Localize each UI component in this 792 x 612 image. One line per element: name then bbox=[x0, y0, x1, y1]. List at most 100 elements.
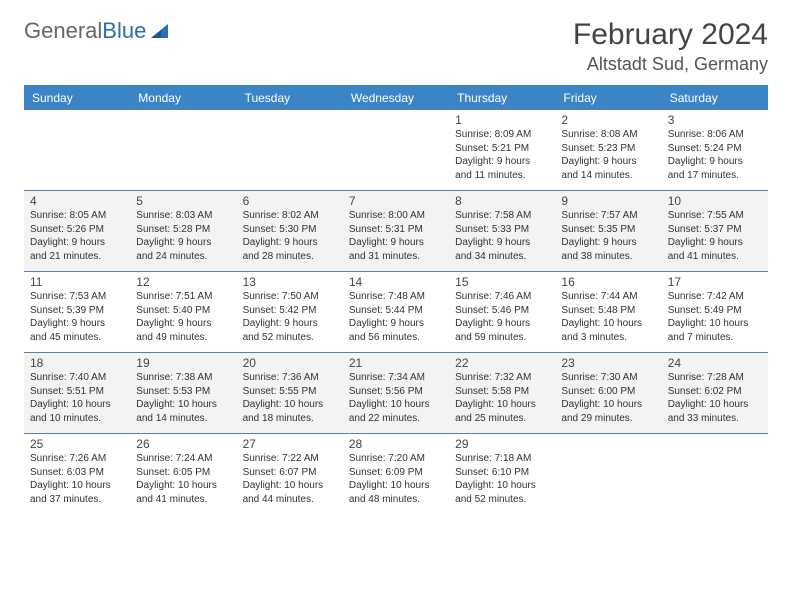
day-cell: 23Sunrise: 7:30 AMSunset: 6:00 PMDayligh… bbox=[555, 353, 661, 433]
day-info: Sunrise: 7:48 AMSunset: 5:44 PMDaylight:… bbox=[349, 290, 443, 344]
day-number: 8 bbox=[455, 194, 549, 208]
logo-text: GeneralBlue bbox=[24, 18, 146, 44]
sunrise-text: Sunrise: 7:58 AM bbox=[455, 209, 549, 223]
day-header: Friday bbox=[555, 87, 661, 109]
day-cell: 16Sunrise: 7:44 AMSunset: 5:48 PMDayligh… bbox=[555, 272, 661, 352]
day-number: 29 bbox=[455, 437, 549, 451]
day-number: 10 bbox=[668, 194, 762, 208]
sunrise-text: Sunrise: 7:55 AM bbox=[668, 209, 762, 223]
day-info: Sunrise: 7:22 AMSunset: 6:07 PMDaylight:… bbox=[243, 452, 337, 506]
sunrise-text: Sunrise: 7:32 AM bbox=[455, 371, 549, 385]
day-info: Sunrise: 8:02 AMSunset: 5:30 PMDaylight:… bbox=[243, 209, 337, 263]
sunset-text: Sunset: 5:56 PM bbox=[349, 385, 443, 399]
sunrise-text: Sunrise: 7:48 AM bbox=[349, 290, 443, 304]
sunset-text: Sunset: 5:24 PM bbox=[668, 142, 762, 156]
day-number: 18 bbox=[30, 356, 124, 370]
day-header: Monday bbox=[130, 87, 236, 109]
sunrise-text: Sunrise: 8:03 AM bbox=[136, 209, 230, 223]
day-cell: 11Sunrise: 7:53 AMSunset: 5:39 PMDayligh… bbox=[24, 272, 130, 352]
day-cell bbox=[130, 110, 236, 190]
day-cell: 26Sunrise: 7:24 AMSunset: 6:05 PMDayligh… bbox=[130, 434, 236, 514]
day-number: 19 bbox=[136, 356, 230, 370]
sunset-text: Sunset: 5:46 PM bbox=[455, 304, 549, 318]
daylight-text: Daylight: 10 hours and 18 minutes. bbox=[243, 398, 337, 425]
sunset-text: Sunset: 5:21 PM bbox=[455, 142, 549, 156]
daylight-text: Daylight: 10 hours and 14 minutes. bbox=[136, 398, 230, 425]
day-cell: 14Sunrise: 7:48 AMSunset: 5:44 PMDayligh… bbox=[343, 272, 449, 352]
day-cell: 19Sunrise: 7:38 AMSunset: 5:53 PMDayligh… bbox=[130, 353, 236, 433]
day-cell: 22Sunrise: 7:32 AMSunset: 5:58 PMDayligh… bbox=[449, 353, 555, 433]
weeks-container: 1Sunrise: 8:09 AMSunset: 5:21 PMDaylight… bbox=[24, 109, 768, 514]
daylight-text: Daylight: 9 hours and 49 minutes. bbox=[136, 317, 230, 344]
sunrise-text: Sunrise: 7:42 AM bbox=[668, 290, 762, 304]
day-info: Sunrise: 7:53 AMSunset: 5:39 PMDaylight:… bbox=[30, 290, 124, 344]
daylight-text: Daylight: 9 hours and 34 minutes. bbox=[455, 236, 549, 263]
day-number: 4 bbox=[30, 194, 124, 208]
day-number: 2 bbox=[561, 113, 655, 127]
daylight-text: Daylight: 10 hours and 44 minutes. bbox=[243, 479, 337, 506]
day-number: 5 bbox=[136, 194, 230, 208]
logo-blue: Blue bbox=[102, 18, 146, 43]
daylight-text: Daylight: 9 hours and 38 minutes. bbox=[561, 236, 655, 263]
day-cell: 25Sunrise: 7:26 AMSunset: 6:03 PMDayligh… bbox=[24, 434, 130, 514]
day-info: Sunrise: 7:55 AMSunset: 5:37 PMDaylight:… bbox=[668, 209, 762, 263]
day-cell: 3Sunrise: 8:06 AMSunset: 5:24 PMDaylight… bbox=[662, 110, 768, 190]
daylight-text: Daylight: 9 hours and 21 minutes. bbox=[30, 236, 124, 263]
day-info: Sunrise: 8:05 AMSunset: 5:26 PMDaylight:… bbox=[30, 209, 124, 263]
day-cell: 27Sunrise: 7:22 AMSunset: 6:07 PMDayligh… bbox=[237, 434, 343, 514]
sunset-text: Sunset: 5:51 PM bbox=[30, 385, 124, 399]
sunrise-text: Sunrise: 7:34 AM bbox=[349, 371, 443, 385]
day-cell: 1Sunrise: 8:09 AMSunset: 5:21 PMDaylight… bbox=[449, 110, 555, 190]
day-number: 12 bbox=[136, 275, 230, 289]
sunset-text: Sunset: 6:09 PM bbox=[349, 466, 443, 480]
day-number: 7 bbox=[349, 194, 443, 208]
sunset-text: Sunset: 5:39 PM bbox=[30, 304, 124, 318]
sunset-text: Sunset: 5:53 PM bbox=[136, 385, 230, 399]
daylight-text: Daylight: 10 hours and 48 minutes. bbox=[349, 479, 443, 506]
sunset-text: Sunset: 5:23 PM bbox=[561, 142, 655, 156]
page-header: GeneralBlue February 2024 Altstadt Sud, … bbox=[24, 18, 768, 75]
day-cell: 7Sunrise: 8:00 AMSunset: 5:31 PMDaylight… bbox=[343, 191, 449, 271]
week-row: 25Sunrise: 7:26 AMSunset: 6:03 PMDayligh… bbox=[24, 433, 768, 514]
sunrise-text: Sunrise: 7:20 AM bbox=[349, 452, 443, 466]
day-info: Sunrise: 7:24 AMSunset: 6:05 PMDaylight:… bbox=[136, 452, 230, 506]
day-cell: 15Sunrise: 7:46 AMSunset: 5:46 PMDayligh… bbox=[449, 272, 555, 352]
sunset-text: Sunset: 5:58 PM bbox=[455, 385, 549, 399]
daylight-text: Daylight: 9 hours and 45 minutes. bbox=[30, 317, 124, 344]
sunrise-text: Sunrise: 7:36 AM bbox=[243, 371, 337, 385]
day-number: 14 bbox=[349, 275, 443, 289]
day-info: Sunrise: 7:58 AMSunset: 5:33 PMDaylight:… bbox=[455, 209, 549, 263]
location: Altstadt Sud, Germany bbox=[573, 54, 768, 75]
daylight-text: Daylight: 9 hours and 31 minutes. bbox=[349, 236, 443, 263]
day-number: 17 bbox=[668, 275, 762, 289]
sunrise-text: Sunrise: 8:02 AM bbox=[243, 209, 337, 223]
sunset-text: Sunset: 5:30 PM bbox=[243, 223, 337, 237]
daylight-text: Daylight: 9 hours and 11 minutes. bbox=[455, 155, 549, 182]
sunrise-text: Sunrise: 8:00 AM bbox=[349, 209, 443, 223]
day-info: Sunrise: 7:50 AMSunset: 5:42 PMDaylight:… bbox=[243, 290, 337, 344]
day-cell: 8Sunrise: 7:58 AMSunset: 5:33 PMDaylight… bbox=[449, 191, 555, 271]
sunset-text: Sunset: 5:26 PM bbox=[30, 223, 124, 237]
day-info: Sunrise: 7:18 AMSunset: 6:10 PMDaylight:… bbox=[455, 452, 549, 506]
month-title: February 2024 bbox=[573, 18, 768, 52]
day-cell: 4Sunrise: 8:05 AMSunset: 5:26 PMDaylight… bbox=[24, 191, 130, 271]
daylight-text: Daylight: 9 hours and 14 minutes. bbox=[561, 155, 655, 182]
day-cell: 28Sunrise: 7:20 AMSunset: 6:09 PMDayligh… bbox=[343, 434, 449, 514]
daylight-text: Daylight: 10 hours and 7 minutes. bbox=[668, 317, 762, 344]
day-cell bbox=[343, 110, 449, 190]
day-number: 16 bbox=[561, 275, 655, 289]
sunset-text: Sunset: 5:31 PM bbox=[349, 223, 443, 237]
day-number: 27 bbox=[243, 437, 337, 451]
daylight-text: Daylight: 9 hours and 59 minutes. bbox=[455, 317, 549, 344]
sunrise-text: Sunrise: 7:18 AM bbox=[455, 452, 549, 466]
week-row: 1Sunrise: 8:09 AMSunset: 5:21 PMDaylight… bbox=[24, 109, 768, 190]
day-info: Sunrise: 8:00 AMSunset: 5:31 PMDaylight:… bbox=[349, 209, 443, 263]
sunrise-text: Sunrise: 8:06 AM bbox=[668, 128, 762, 142]
day-number: 9 bbox=[561, 194, 655, 208]
daylight-text: Daylight: 10 hours and 41 minutes. bbox=[136, 479, 230, 506]
day-cell: 17Sunrise: 7:42 AMSunset: 5:49 PMDayligh… bbox=[662, 272, 768, 352]
sunrise-text: Sunrise: 7:28 AM bbox=[668, 371, 762, 385]
sunset-text: Sunset: 5:37 PM bbox=[668, 223, 762, 237]
sunrise-text: Sunrise: 8:05 AM bbox=[30, 209, 124, 223]
sunset-text: Sunset: 6:03 PM bbox=[30, 466, 124, 480]
